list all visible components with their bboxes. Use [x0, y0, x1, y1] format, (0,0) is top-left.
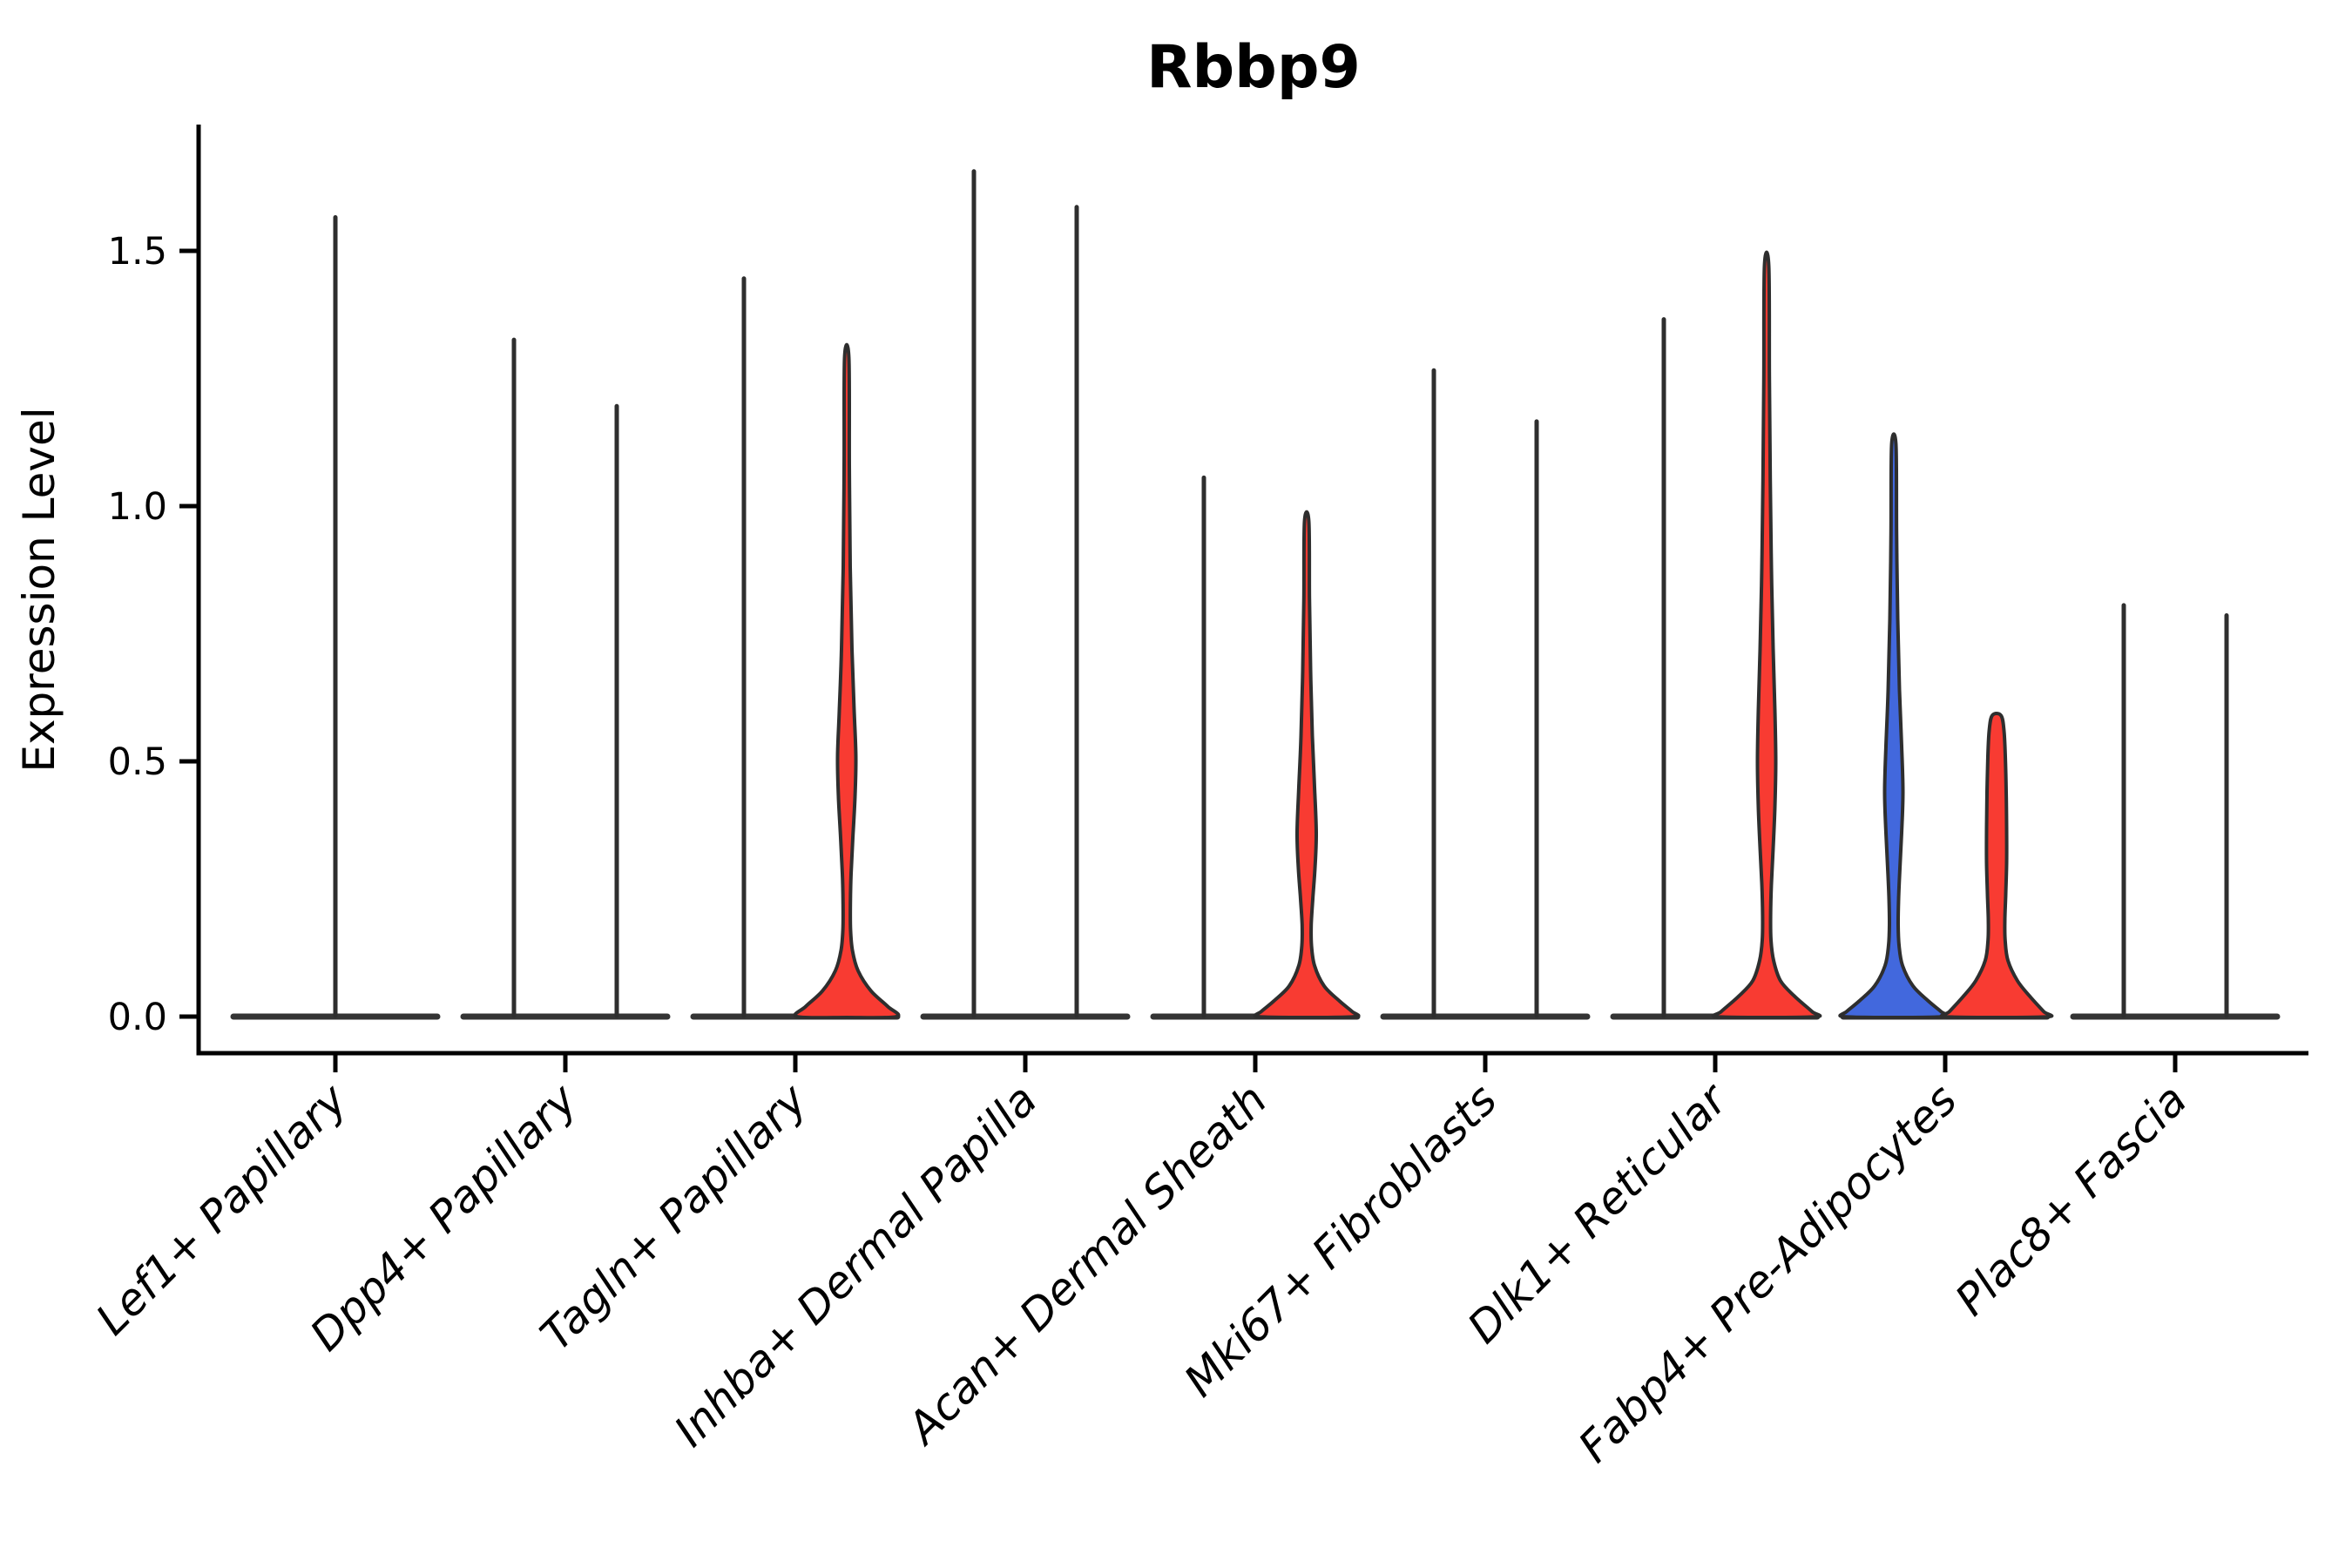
y-tick-label: 0.0 [108, 996, 167, 1039]
x-tick-label: Plac8+ Fascia [1946, 1074, 2197, 1325]
plot-title: Rbbp9 [1146, 33, 1361, 102]
y-tick-label: 1.0 [108, 485, 167, 529]
x-tick-label: Fabp4+ Pre-Adipocytes [1569, 1074, 1967, 1472]
violin-body-red [1939, 712, 2054, 1020]
y-tick-label: 1.5 [108, 230, 167, 274]
violin-body-red [1711, 250, 1822, 1020]
violin-body-red [793, 342, 901, 1020]
violin-layer [230, 169, 2281, 1020]
x-tick-label: Inhba+ Dermal Papilla [665, 1074, 1046, 1456]
x-tick-label: Lef1+ Papillary [86, 1073, 357, 1344]
y-axis-label: Expression Level [14, 407, 64, 772]
violin-body-blue [1838, 432, 1950, 1020]
y-tick-label: 0.5 [108, 740, 167, 784]
violin-body-red [1253, 510, 1361, 1020]
axes-layer [179, 125, 2308, 1072]
